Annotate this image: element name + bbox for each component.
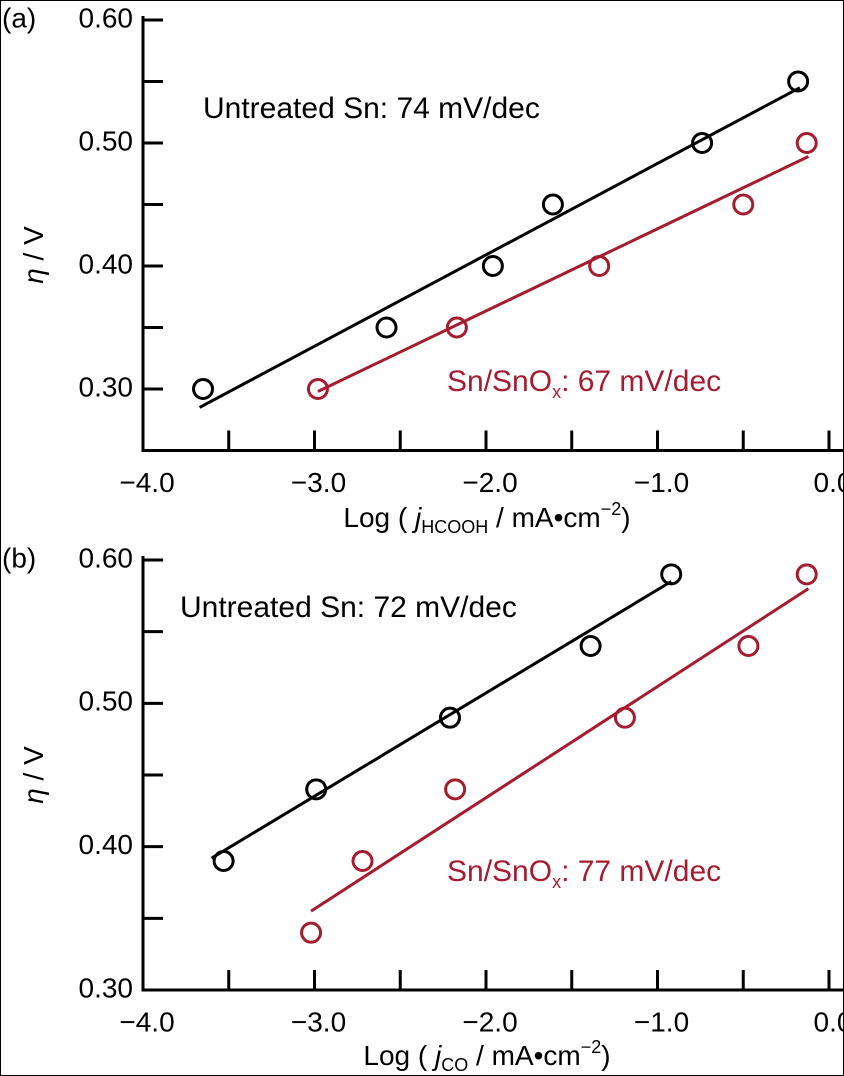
- x-label-sub: CO: [441, 1055, 468, 1075]
- fit-line: [198, 86, 801, 409]
- y-tick-label: 0.50: [79, 125, 134, 156]
- annotation: Untreated Sn: 74 mV/dec: [203, 92, 540, 125]
- x-label-suffix: / mA•cm: [488, 502, 600, 533]
- annotation-text: Sn/SnO: [447, 365, 552, 398]
- annotation: Sn/SnOx: 77 mV/dec: [447, 855, 721, 892]
- x-tick-label: 0.0: [814, 1006, 844, 1037]
- annotation-text: Untreated Sn: 74 mV/dec: [203, 92, 540, 125]
- annotation: Sn/SnOx: 67 mV/dec: [447, 365, 721, 402]
- y-tick-label: 0.50: [79, 686, 134, 717]
- x-tick-label: −3.0: [291, 467, 346, 498]
- y-axis-label: η / V: [18, 746, 49, 804]
- y-label-var: η: [18, 268, 49, 284]
- x-label-suffix: / mA•cm: [468, 1040, 580, 1071]
- x-label-end: ): [601, 1040, 610, 1071]
- x-tick-label: −4.0: [119, 467, 174, 498]
- y-tick-label: 0.30: [79, 972, 134, 1003]
- data-point: [795, 132, 818, 154]
- annotation-text: : 77 mV/dec: [561, 855, 721, 888]
- x-tick-label: −1.0: [634, 1006, 689, 1037]
- x-tick-label: −2.0: [462, 467, 517, 498]
- fit-line: [310, 587, 810, 913]
- data-point: [192, 378, 215, 400]
- data-point: [481, 255, 504, 277]
- annotation-text: Untreated Sn: 72 mV/dec: [180, 591, 517, 624]
- data-point: [305, 778, 328, 801]
- annotation-text: Sn/SnO: [447, 855, 552, 888]
- data-point: [212, 850, 235, 872]
- y-tick-label: 0.60: [79, 2, 134, 33]
- x-label-sup: −2: [601, 499, 622, 519]
- annotation: Untreated Sn: 72 mV/dec: [180, 591, 517, 624]
- y-label-rest: / V: [18, 226, 49, 268]
- fit-line: [317, 155, 810, 393]
- x-tick-label: −4.0: [119, 1006, 174, 1037]
- y-tick-label: 0.30: [79, 371, 134, 402]
- y-tick-label: 0.40: [79, 829, 134, 860]
- data-point: [351, 850, 374, 872]
- x-label-end: ): [621, 502, 630, 533]
- data-point: [660, 563, 683, 586]
- x-tick-label: −1.0: [634, 467, 689, 498]
- data-point: [375, 316, 398, 339]
- x-axis-label: Log ( jCO / mA•cm−2): [363, 1037, 610, 1075]
- data-point: [787, 70, 810, 93]
- data-point: [445, 316, 468, 339]
- x-tick-label: 0.0: [814, 467, 844, 498]
- data-point: [579, 635, 602, 657]
- data-point: [306, 378, 329, 400]
- data-point: [541, 193, 564, 216]
- data-point: [732, 193, 755, 216]
- data-point: [588, 255, 611, 277]
- panel-label: (a): [2, 2, 36, 33]
- x-label-var: j: [431, 1040, 442, 1071]
- x-label-sup: −2: [581, 1037, 602, 1057]
- y-tick-label: 0.40: [79, 248, 134, 279]
- y-label-var: η: [18, 788, 49, 804]
- x-axis-label: Log ( jHCOOH / mA•cm−2): [343, 499, 630, 537]
- data-point: [300, 921, 323, 944]
- data-point: [795, 563, 818, 586]
- x-label-prefix: Log (: [363, 1040, 435, 1071]
- x-label-var: j: [411, 502, 422, 533]
- annotation-text: : 67 mV/dec: [561, 365, 721, 398]
- x-label-sub: HCOOH: [421, 517, 488, 537]
- x-tick-label: −3.0: [291, 1006, 346, 1037]
- annotation-sub: x: [552, 382, 561, 402]
- annotation-sub: x: [552, 872, 561, 892]
- x-tick-label: −2.0: [462, 1006, 517, 1037]
- y-tick-label: 0.60: [79, 542, 134, 573]
- data-point: [438, 706, 461, 729]
- data-point: [613, 706, 636, 729]
- y-label-rest: / V: [18, 746, 49, 788]
- data-point: [444, 778, 467, 801]
- x-label-prefix: Log (: [343, 502, 415, 533]
- y-axis-label: η / V: [18, 226, 49, 284]
- data-point: [737, 635, 760, 657]
- data-point: [691, 132, 714, 154]
- panel-label: (b): [2, 542, 36, 573]
